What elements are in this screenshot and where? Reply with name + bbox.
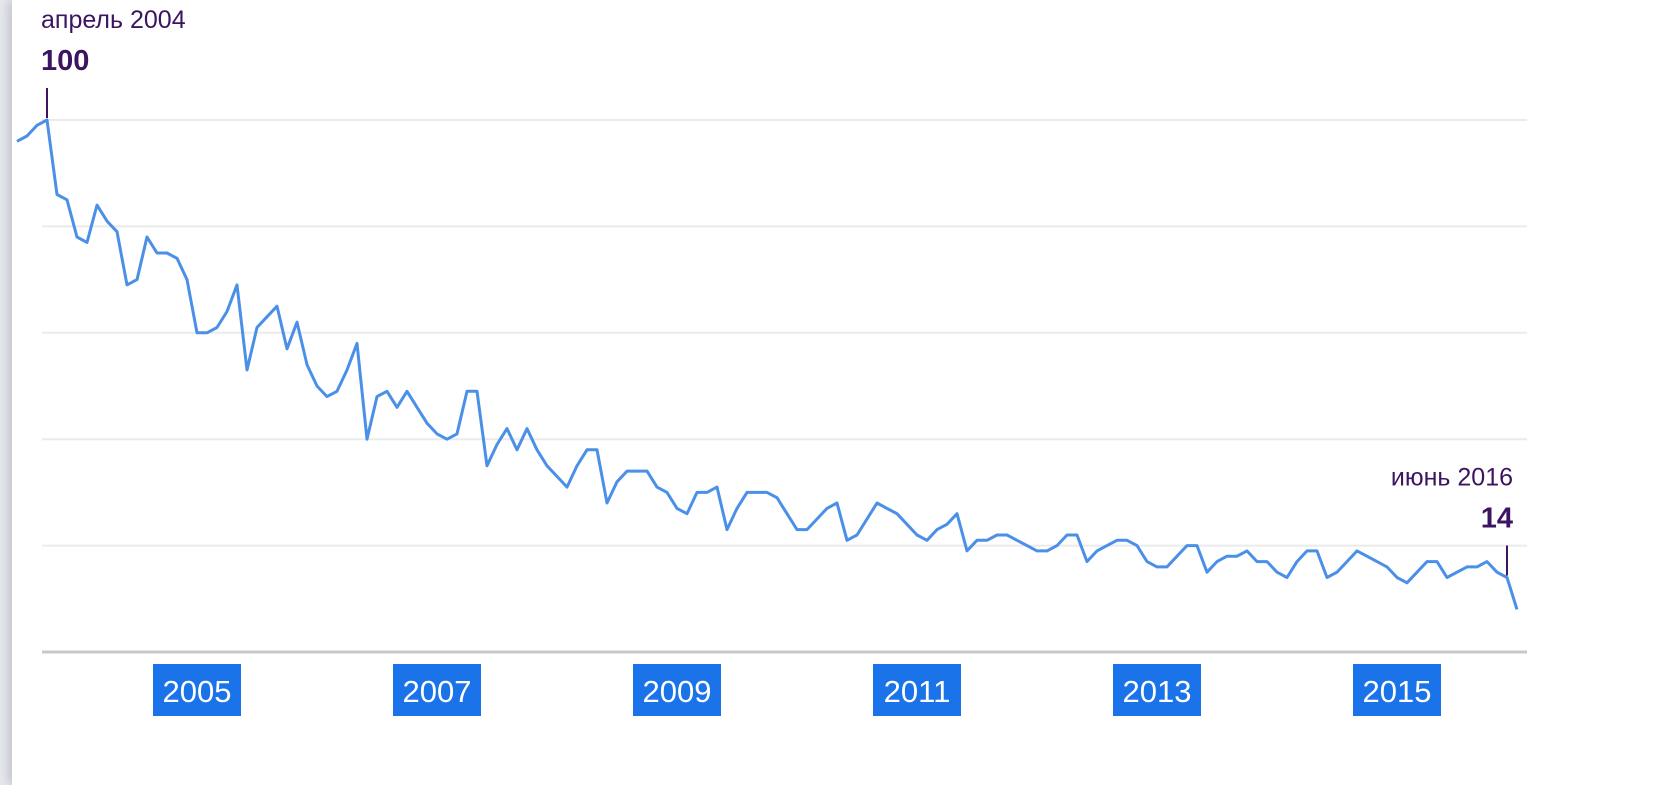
trend-chart: 2005 2007 2009 2011 2013 2015 апрель 2004 100 и… (16, 6, 1527, 716)
gridlines (42, 119, 1527, 547)
x-tick-box (1353, 664, 1441, 716)
series-line (16, 118, 1519, 610)
x-tick-2007: 2007 (393, 664, 481, 716)
x-tick-box (1113, 664, 1201, 716)
x-tick-label: 2005 (163, 674, 232, 709)
x-tick-box (153, 664, 241, 716)
x-tick-2015: 2015 (1353, 664, 1441, 716)
x-tick-label: 2015 (1363, 674, 1432, 709)
x-tick-label: 2007 (403, 674, 472, 709)
annotation-value: 14 (1481, 503, 1513, 535)
end-annotation: июнь 2016 14 (1391, 464, 1513, 576)
x-tick-label: 2011 (884, 674, 951, 709)
x-tick-box (873, 664, 961, 716)
annotation-date: апрель 2004 (41, 6, 186, 34)
peak-annotations: апрель 2004 100 июнь 2016 14 (41, 6, 1513, 576)
peak-annotation: апрель 2004 100 (41, 6, 186, 118)
x-tick-2011: 2011 (873, 664, 961, 716)
x-tick-box (393, 664, 481, 716)
x-tick-label: 2013 (1123, 674, 1192, 709)
annotation-value: 100 (41, 45, 89, 77)
x-tick-2009: 2009 (633, 664, 721, 716)
x-axis-ticks: 2005 2007 2009 2011 2013 2015 (153, 664, 1441, 716)
annotation-date: июнь 2016 (1391, 464, 1513, 492)
x-tick-label: 2009 (643, 674, 712, 709)
chart-panel: 2005 2007 2009 2011 2013 2015 апрель 2004 100 и… (12, 0, 1679, 785)
x-tick-2013: 2013 (1113, 664, 1201, 716)
x-tick-2005: 2005 (153, 664, 241, 716)
x-tick-box (633, 664, 721, 716)
